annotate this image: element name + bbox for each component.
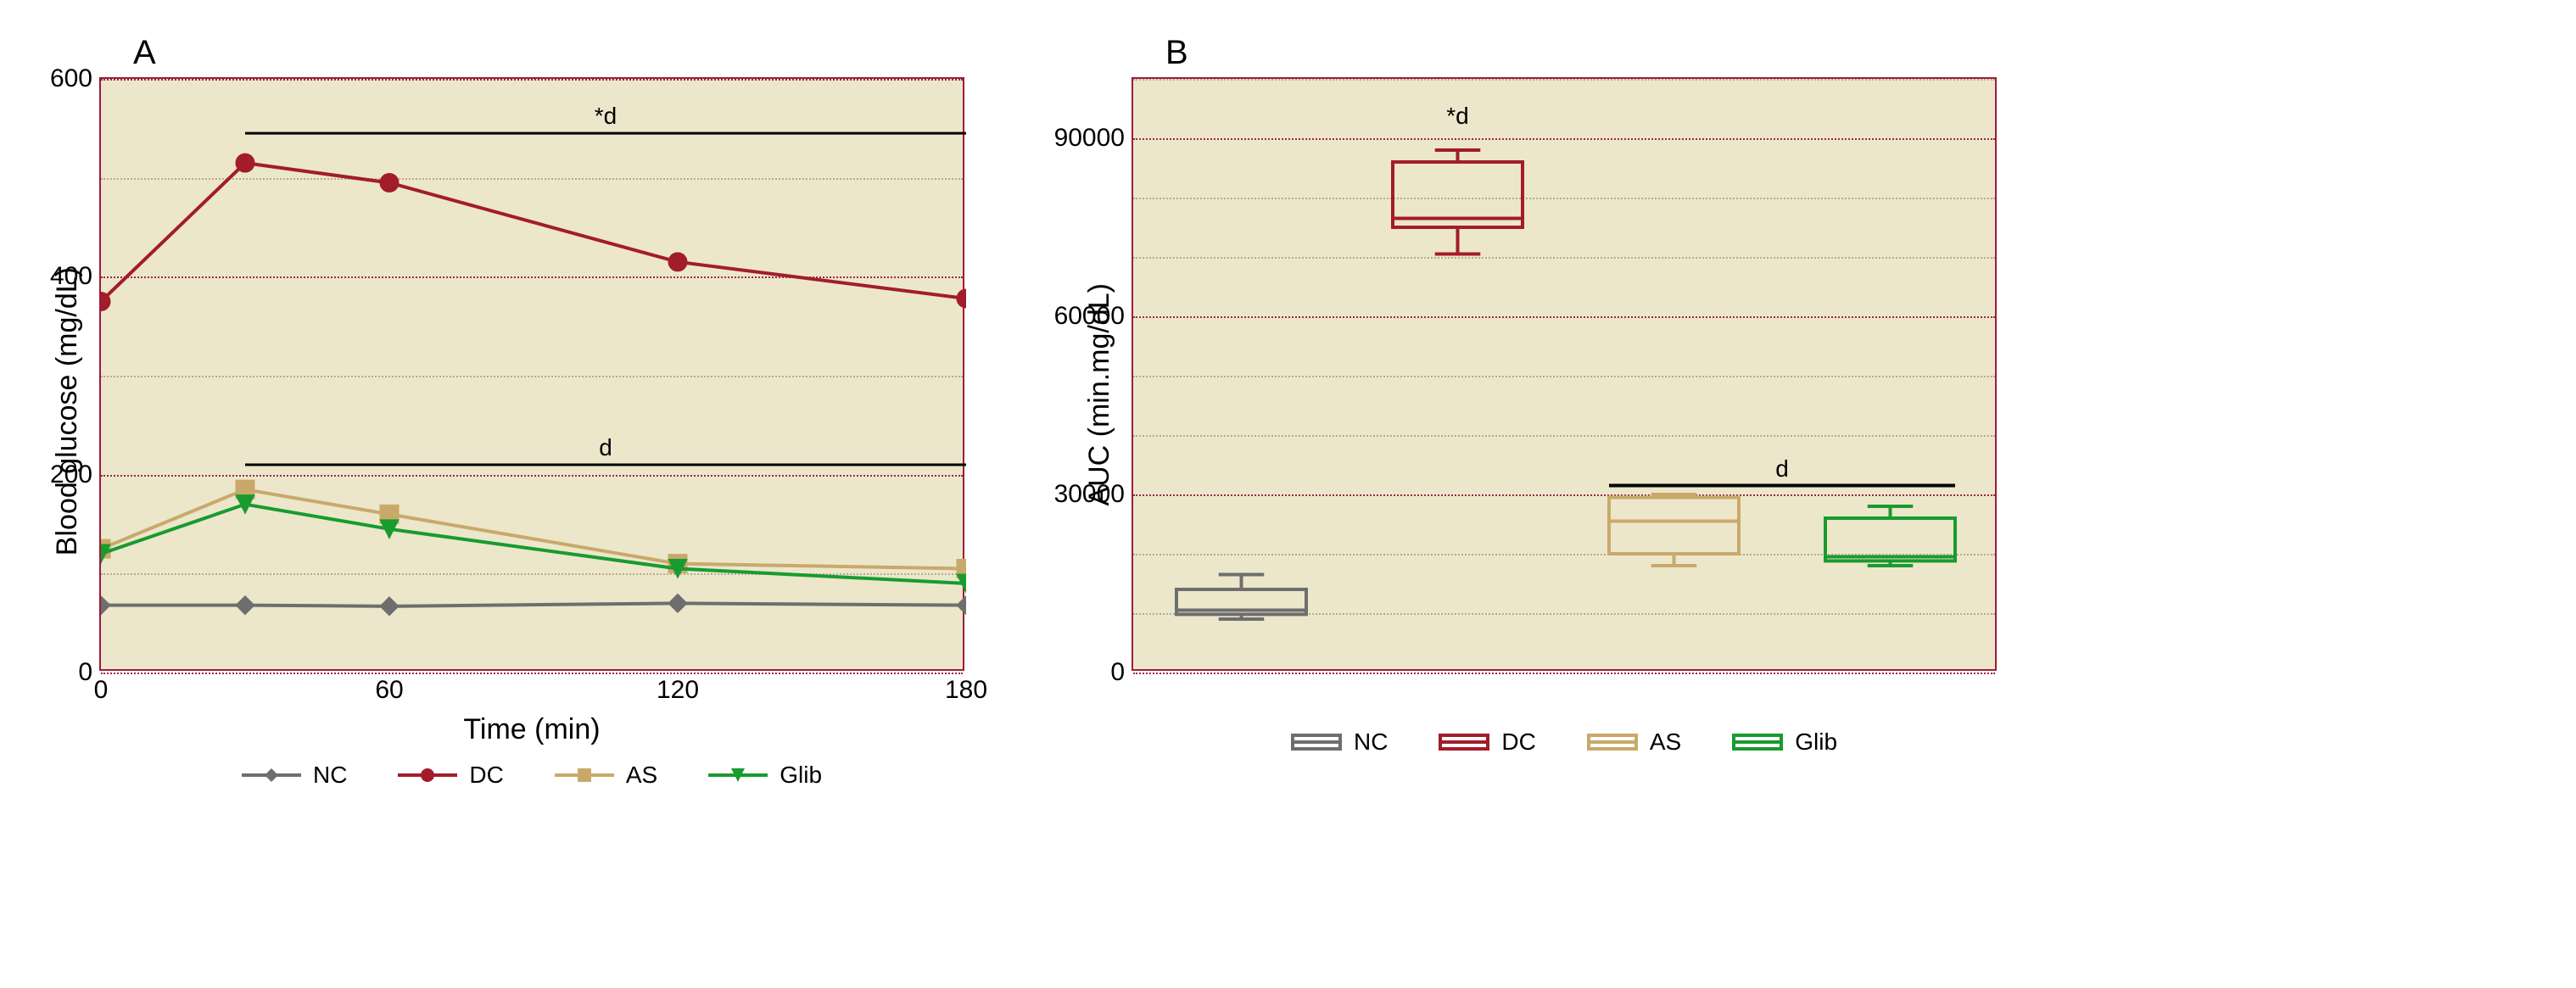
ytick-label: 600	[50, 64, 101, 93]
panel-a-legend: NC DC AS Glib	[99, 762, 964, 789]
legend-item: Glib	[708, 762, 822, 789]
legend-item: DC	[398, 762, 503, 789]
panel-b-label: B	[1165, 34, 1188, 72]
panel-a-ylabel: Blood glucose (mg/dL)	[51, 267, 84, 555]
legend-label: DC	[469, 762, 503, 789]
legend-item: AS	[1587, 728, 1681, 756]
xtick-label: 120	[657, 669, 699, 705]
panel-b-plotarea: 0300006000090000*dd	[1132, 77, 1997, 671]
panel-a-plotarea: 0200400600060120180*dd	[99, 77, 964, 671]
xtick-label: 60	[375, 669, 403, 705]
annotation-label: *d	[595, 103, 617, 130]
ytick-label: 60000	[1054, 302, 1133, 331]
ytick-label: 400	[50, 262, 101, 291]
legend-label: AS	[626, 762, 657, 789]
xtick-label: 0	[94, 669, 109, 705]
xtick-label: 180	[945, 669, 987, 705]
panel-a-label: A	[133, 34, 156, 72]
legend-label: DC	[1501, 728, 1535, 756]
legend-label: Glib	[780, 762, 822, 789]
legend-label: NC	[1354, 728, 1388, 756]
figure-root: Blood glucose (mg/dL) A 0 200 400 600 0 60 120…	[0, 0, 2576, 823]
legend-item: AS	[555, 762, 657, 789]
annotation-label: *d	[1446, 103, 1468, 130]
legend-item: Glib	[1732, 728, 1837, 756]
legend-label: NC	[313, 762, 347, 789]
panel-b: AUC (min.mg/dL) B 0300006000090000*dd NC…	[1083, 34, 1997, 789]
legend-item: NC	[1291, 728, 1388, 756]
panel-b-legend: NC DC AS Glib	[1132, 728, 1997, 756]
legend-item: NC	[242, 762, 347, 789]
annotation-label: d	[599, 434, 612, 461]
panel-a: Blood glucose (mg/dL) A 0200400600060120…	[51, 34, 964, 789]
ytick-label: 90000	[1054, 124, 1133, 153]
panel-a-xlabel: Time (min)	[99, 713, 964, 746]
ytick-label: 200	[50, 461, 101, 489]
legend-label: AS	[1650, 728, 1681, 756]
ytick-label: 30000	[1054, 480, 1133, 509]
legend-label: Glib	[1795, 728, 1837, 756]
annotation-label: d	[1775, 455, 1789, 483]
legend-item: DC	[1439, 728, 1535, 756]
ytick-label: 0	[1110, 658, 1133, 687]
